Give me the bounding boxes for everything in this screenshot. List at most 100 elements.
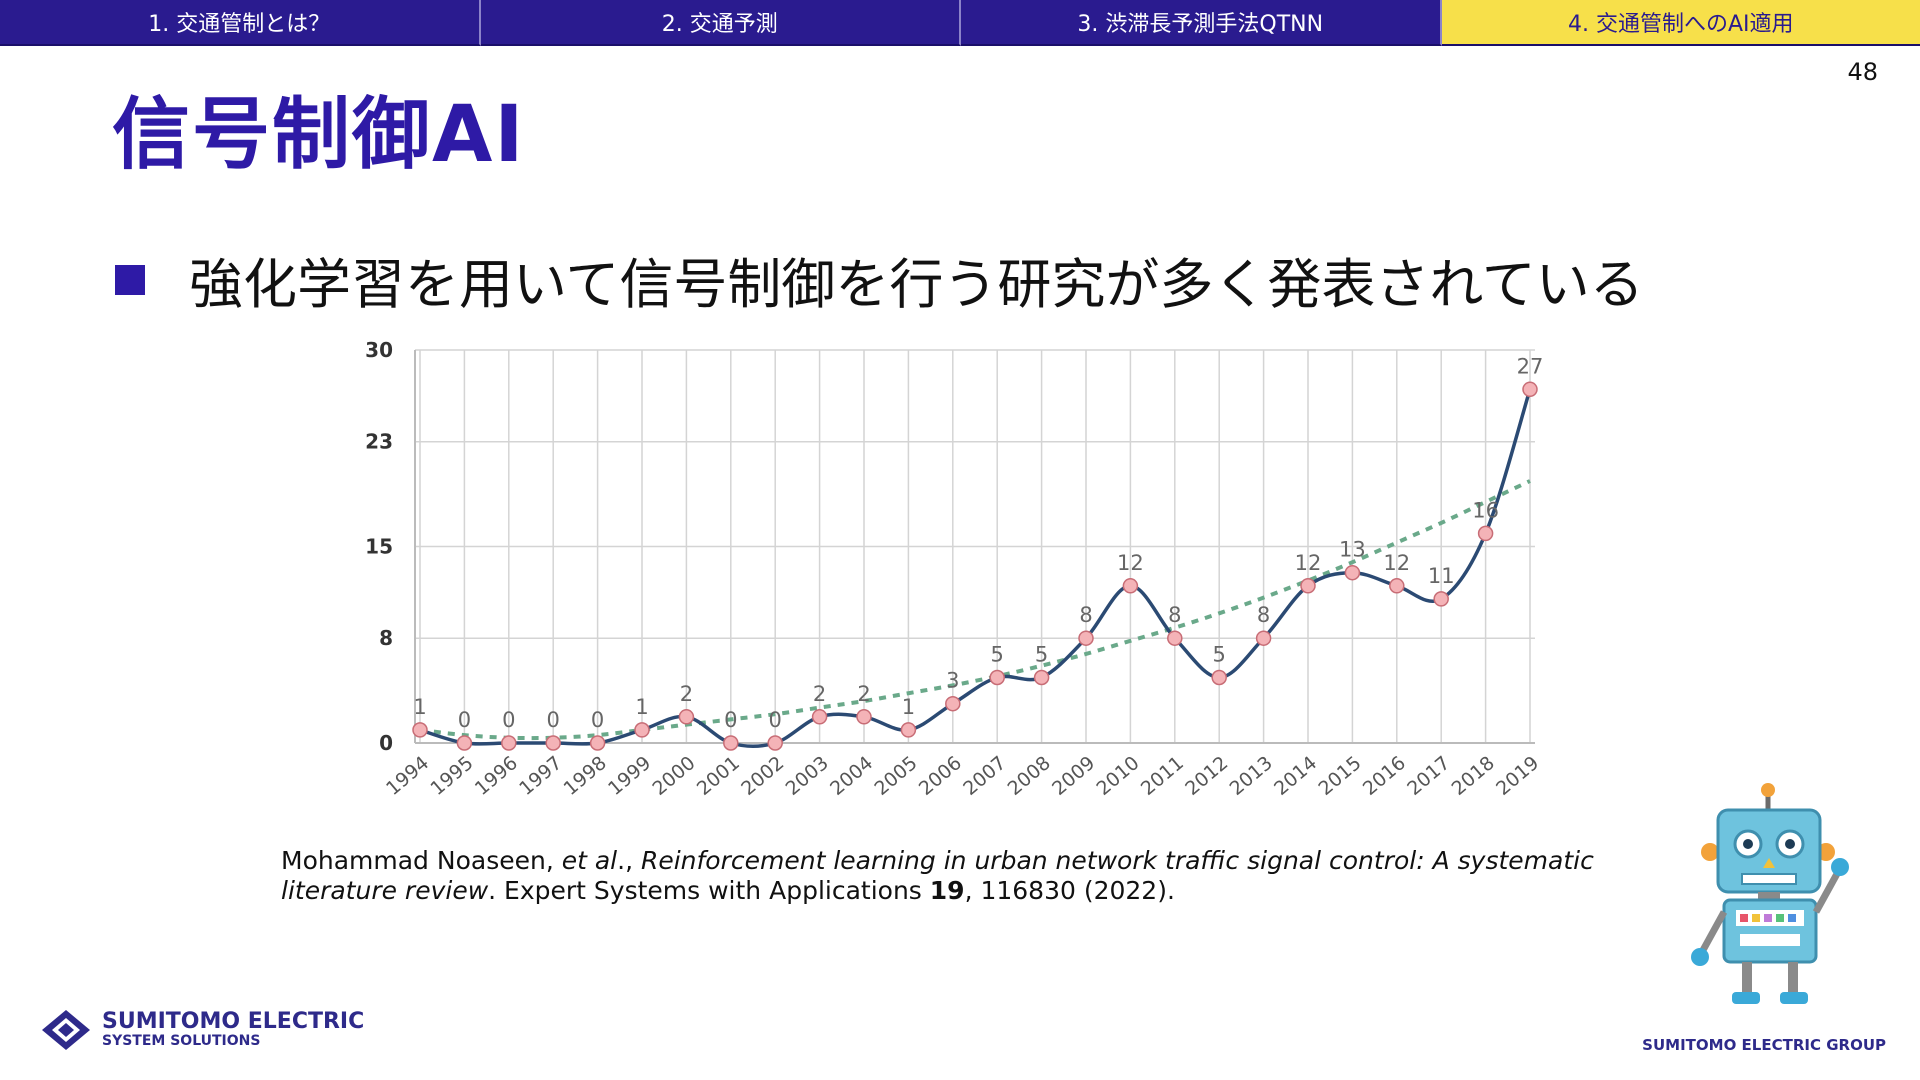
logo-main-text: SUMITOMO ELECTRIC — [102, 1009, 365, 1034]
data-point — [723, 735, 739, 751]
data-label: 8 — [1168, 603, 1181, 627]
data-point — [1344, 564, 1361, 581]
data-label: 0 — [769, 708, 782, 732]
tab-section-2[interactable]: 2. 交通予測 — [480, 0, 961, 46]
group-name: SUMITOMO ELECTRIC GROUP — [1642, 1036, 1886, 1054]
data-point — [589, 735, 606, 751]
x-tick-label: 2001 — [693, 752, 744, 800]
bullet-point: 強化学習を用いて信号制御を行う研究が多く発表されている — [115, 240, 1644, 319]
data-label: 0 — [458, 708, 471, 732]
data-label: 11 — [1428, 564, 1455, 588]
data-label: 1 — [413, 695, 426, 719]
citation-sep: ., — [617, 846, 641, 875]
y-tick-label: 15 — [365, 535, 393, 559]
x-tick-label: 2007 — [959, 752, 1010, 800]
data-label: 1 — [902, 695, 915, 719]
data-point — [545, 735, 561, 751]
x-tick-label: 2010 — [1092, 752, 1143, 800]
y-tick-label: 30 — [365, 338, 393, 362]
data-label: 1 — [635, 695, 648, 719]
data-point — [501, 735, 517, 751]
x-tick-label: 2009 — [1048, 752, 1099, 800]
data-point — [900, 722, 917, 738]
tab-section-4[interactable]: 4. 交通管制へのAI適用 — [1441, 0, 1920, 46]
x-tick-label: 1998 — [560, 752, 611, 800]
data-label: 0 — [547, 708, 560, 732]
data-point — [856, 709, 872, 725]
data-label: 0 — [502, 708, 515, 732]
citation-etal: et al — [561, 846, 618, 875]
data-point — [412, 722, 428, 738]
x-tick-label: 1995 — [426, 752, 477, 800]
citation: Mohammad Noaseen, et al., Reinforcement … — [281, 846, 1681, 906]
company-logo: SUMITOMO ELECTRIC SYSTEM SOLUTIONS — [40, 1008, 364, 1052]
data-label: 27 — [1517, 354, 1544, 378]
x-tick-label: 1999 — [604, 752, 655, 800]
data-point — [1122, 578, 1139, 594]
series-line — [419, 388, 1532, 749]
data-point — [634, 722, 650, 738]
data-label: 0 — [591, 708, 604, 732]
data-label: 5 — [1213, 643, 1226, 667]
citation-rest: , 116830 (2022). — [964, 876, 1175, 905]
x-tick-label: 2016 — [1359, 752, 1410, 800]
citation-paper-title: Reinforcement learning in urban network … — [281, 846, 1594, 905]
x-tick-label: 2017 — [1403, 752, 1454, 800]
data-point — [1167, 630, 1183, 646]
data-point — [456, 735, 473, 751]
data-label: 5 — [1035, 643, 1048, 667]
data-point — [767, 735, 783, 751]
x-tick-label: 2008 — [1004, 752, 1055, 800]
x-tick-label: 2014 — [1270, 752, 1321, 800]
y-tick-label: 8 — [379, 626, 393, 650]
data-label: 0 — [724, 708, 737, 732]
citation-journal: . Expert Systems with Applications — [488, 876, 930, 905]
data-label: 16 — [1472, 498, 1499, 522]
robot-illustration-icon — [1691, 783, 1849, 1004]
data-label: 2 — [813, 682, 826, 706]
tab-section-3[interactable]: 3. 渋滞長予測手法QTNN — [961, 0, 1442, 46]
bullet-square-icon — [115, 264, 145, 295]
data-label: 12 — [1383, 551, 1410, 575]
x-tick-label: 2000 — [648, 752, 699, 800]
bullet-text: 強化学習を用いて信号制御を行う研究が多く発表されている — [189, 253, 1644, 316]
data-label: 2 — [680, 682, 693, 706]
data-point — [1433, 591, 1449, 607]
x-tick-label: 2012 — [1181, 752, 1232, 800]
data-label: 12 — [1117, 551, 1144, 575]
sumitomo-logo-icon — [42, 1010, 90, 1050]
data-point — [1300, 578, 1316, 594]
x-tick-label: 2011 — [1137, 752, 1188, 800]
x-tick-label: 2005 — [870, 752, 921, 800]
x-tick-label: 2015 — [1314, 752, 1365, 800]
page-number: 48 — [1847, 58, 1878, 86]
data-label: 5 — [991, 643, 1004, 667]
data-label: 13 — [1339, 538, 1366, 562]
data-label: 12 — [1295, 551, 1322, 575]
x-tick-label: 2006 — [915, 752, 966, 800]
data-point — [1389, 578, 1405, 594]
x-tick-label: 2019 — [1492, 752, 1543, 800]
data-label: 8 — [1079, 603, 1092, 627]
y-tick-label: 0 — [379, 731, 393, 755]
data-point — [1477, 525, 1494, 542]
data-point — [1522, 381, 1538, 398]
page-title: 信号制御AI — [112, 90, 526, 180]
data-label: 2 — [857, 682, 870, 706]
citation-authors: Mohammad Noaseen, — [281, 846, 562, 875]
data-point — [678, 709, 695, 725]
tab-section-1[interactable]: 1. 交通管制とは？ — [0, 0, 481, 46]
y-tick-label: 23 — [365, 430, 393, 454]
data-point — [989, 669, 1005, 686]
x-tick-label: 1997 — [515, 752, 566, 800]
data-label: 3 — [946, 669, 959, 693]
data-point — [945, 695, 961, 712]
trend-line — [419, 479, 1531, 741]
section-nav: 1. 交通管制とは？ 2. 交通予測 3. 渋滞長予測手法QTNN 4. 交通管… — [0, 0, 1920, 48]
x-tick-label: 2013 — [1226, 752, 1277, 800]
data-point — [1033, 669, 1050, 686]
x-tick-label: 1994 — [382, 752, 433, 800]
citation-volume: 19 — [929, 876, 965, 905]
x-tick-label: 2018 — [1448, 752, 1499, 800]
